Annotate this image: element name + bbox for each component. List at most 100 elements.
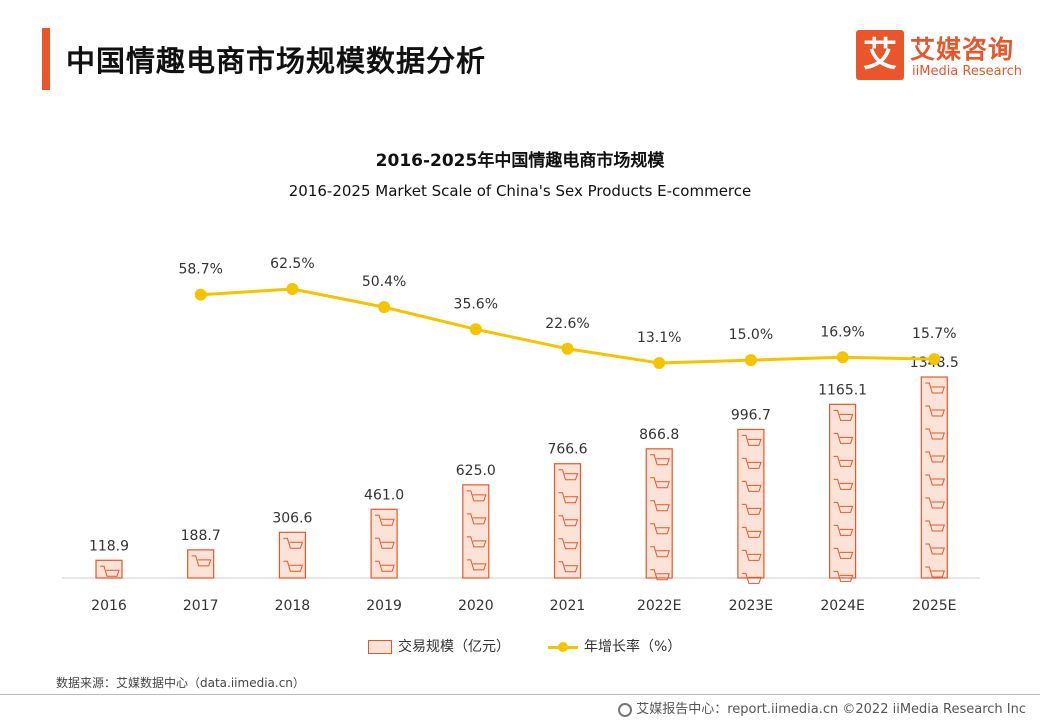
bar-segment-2021: [558, 492, 579, 504]
x-tick-2016: 2016: [91, 598, 127, 614]
growth-label-2019: 50.4%: [362, 274, 406, 290]
growth-label-2021: 22.6%: [545, 316, 589, 332]
bar-segment-2023E: [741, 480, 762, 492]
growth-point-2021: [561, 342, 574, 355]
bar-2021: [553, 463, 582, 579]
legend-item-line: 年增长率（%）: [548, 636, 681, 656]
bar-segment-2023E: [741, 434, 762, 446]
bar-segment-2025E: [925, 428, 945, 440]
footer-divider: [0, 694, 1040, 695]
bar-label-2019: 461.0: [364, 487, 404, 503]
bar-segment-2024E: [833, 524, 854, 536]
market-scale-chart: 118.9 2016 188.7 2017 306.6 2018 461.0 2019 625.…: [62, 256, 980, 614]
growth-label-2018: 62.5%: [270, 256, 314, 272]
bar-label-2024E: 1165.1: [818, 382, 867, 398]
growth-point-2019: [378, 301, 391, 314]
bar-label-2017: 188.7: [181, 528, 221, 544]
bar-segment-2022E: [650, 500, 670, 512]
legend-item-bar: 交易规模（亿元）: [368, 636, 510, 656]
bar-segment-2025E: [925, 474, 945, 486]
legend-line-swatch: [548, 641, 578, 653]
bar-segment-2025E: [925, 520, 945, 532]
bar-segment-2016: [100, 565, 120, 577]
growth-label-2024E: 16.9%: [820, 324, 864, 340]
chart-legend: 交易规模（亿元） 年增长率（%）: [0, 636, 1040, 660]
growth-label-2022E: 13.1%: [637, 330, 681, 346]
bar-segment-2021: [558, 561, 579, 573]
growth-label-2020: 35.6%: [454, 296, 498, 312]
bar-segment-2023E: [741, 549, 762, 561]
bar-segment-2022E: [650, 569, 670, 581]
bar-segment-2020: [466, 536, 487, 548]
bar-segment-2023E: [741, 457, 762, 469]
legend-line-label: 年增长率（%）: [584, 639, 682, 655]
growth-point-2017: [194, 288, 207, 301]
growth-point-2025E: [928, 353, 941, 366]
bar-segment-2024E: [833, 409, 854, 421]
footer: 艾媒报告中心：report.iimedia.cn ©2022 iiMedia R…: [618, 698, 1026, 717]
growth-point-2022E: [653, 357, 666, 369]
x-tick-2022E: 2022E: [637, 598, 681, 614]
brand-logo: 艾 艾媒咨询 iiMedia Research: [856, 30, 1026, 86]
bar-segment-2025E: [925, 497, 945, 509]
logo-name-en: iiMedia Research: [912, 64, 1023, 79]
bar-segment-2022E: [650, 454, 670, 466]
bar-segment-2025E: [925, 405, 945, 417]
growth-point-2020: [469, 323, 482, 336]
bar-label-2020: 625.0: [456, 463, 496, 479]
chart-title: 2016-2025年中国情趣电商市场规模: [375, 151, 665, 171]
bar-segment-2025E: [925, 543, 945, 555]
bar-2019: [370, 508, 398, 579]
bar-segment-2022E: [650, 523, 670, 535]
bar-label-2018: 306.6: [272, 510, 312, 526]
page-title: 中国情趣电商市场规模数据分析: [66, 44, 487, 78]
bar-segment-2021: [558, 515, 579, 527]
chart-subtitle: 2016-2025 Market Scale of China's Sex Pr…: [288, 182, 752, 200]
bar-label-2023E: 996.7: [731, 407, 771, 423]
bar-segment-2024E: [833, 432, 854, 444]
bar-segment-2023E: [741, 572, 762, 584]
bar-segment-2025E: [925, 382, 945, 394]
x-tick-2020: 2020: [458, 598, 494, 614]
bar-2016: [95, 559, 123, 579]
legend-bar-swatch: [368, 640, 392, 654]
bar-segment-2019: [375, 514, 395, 526]
growth-point-2024E: [836, 351, 849, 364]
bar-2022E: [645, 448, 673, 579]
bar-segment-2024E: [833, 501, 854, 513]
x-tick-2023E: 2023E: [729, 598, 773, 614]
x-tick-2019: 2019: [366, 598, 402, 614]
bar-segment-2020: [466, 559, 487, 571]
bar-segment-2024E: [833, 570, 854, 582]
x-tick-2021: 2021: [550, 598, 586, 614]
bar-segment-2023E: [741, 503, 762, 515]
bar-segment-2018: [283, 537, 304, 549]
bar-segment-2025E: [925, 566, 945, 578]
legend-bar-label: 交易规模（亿元）: [398, 639, 510, 655]
bar-label-2016: 118.9: [89, 538, 129, 554]
bar-segment-2022E: [650, 546, 670, 558]
globe-icon: [618, 702, 633, 717]
x-tick-2024E: 2024E: [820, 598, 864, 614]
growth-label-2017: 58.7%: [178, 262, 222, 278]
logo-mark: 艾: [856, 30, 904, 80]
growth-label-2023E: 15.0%: [729, 327, 773, 343]
bar-segment-2025E: [925, 451, 945, 463]
x-tick-2025E: 2025E: [912, 598, 956, 614]
bar-segment-2024E: [833, 547, 854, 559]
bar-segment-2021: [558, 469, 579, 481]
bar-label-2022E: 866.8: [639, 427, 679, 443]
bar-segment-2024E: [833, 455, 854, 467]
growth-label-2025E: 15.7%: [912, 326, 956, 342]
growth-point-2023E: [744, 354, 757, 367]
data-source: 数据来源：艾媒数据中心（data.iimedia.cn）: [56, 676, 305, 690]
logo-name-cn: 艾媒咨询: [910, 35, 1015, 64]
bar-segment-2020: [466, 513, 487, 525]
bar-segment-2019: [375, 537, 395, 549]
bar-segment-2019: [375, 560, 395, 572]
bar-segment-2020: [466, 490, 487, 502]
x-tick-2018: 2018: [275, 598, 311, 614]
bar-segment-2024E: [833, 478, 854, 490]
title-accent-bar: [42, 28, 50, 90]
growth-point-2018: [286, 283, 299, 295]
